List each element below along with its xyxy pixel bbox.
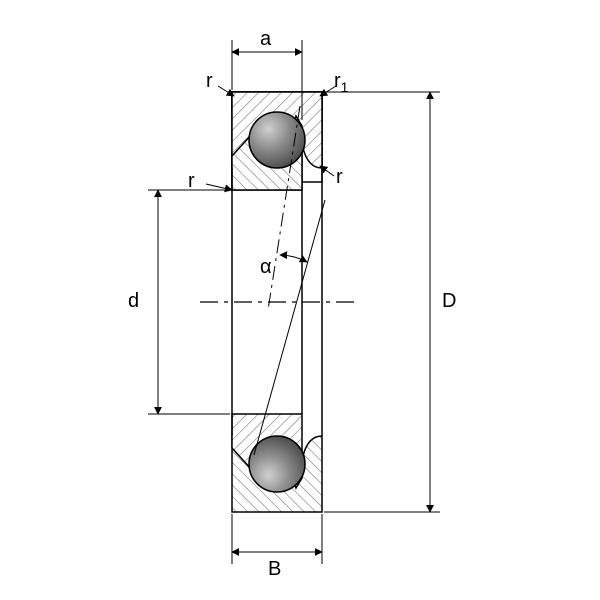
label-alpha: α <box>260 256 272 279</box>
dim-B <box>232 514 322 564</box>
label-B: B <box>268 558 281 581</box>
bottom-ring-clean <box>232 414 322 512</box>
r-leader-mid-left <box>206 184 232 190</box>
top-ring-clean <box>232 92 322 190</box>
bearing-diagram <box>0 0 600 600</box>
label-r-ml: r <box>188 170 195 193</box>
label-r1: r1 <box>334 70 348 95</box>
label-r-tl: r <box>206 70 213 93</box>
label-D: D <box>442 290 456 313</box>
ball-top <box>249 112 305 168</box>
label-a: a <box>260 28 271 51</box>
label-r-mr: r <box>336 166 343 189</box>
label-d: d <box>128 290 139 313</box>
